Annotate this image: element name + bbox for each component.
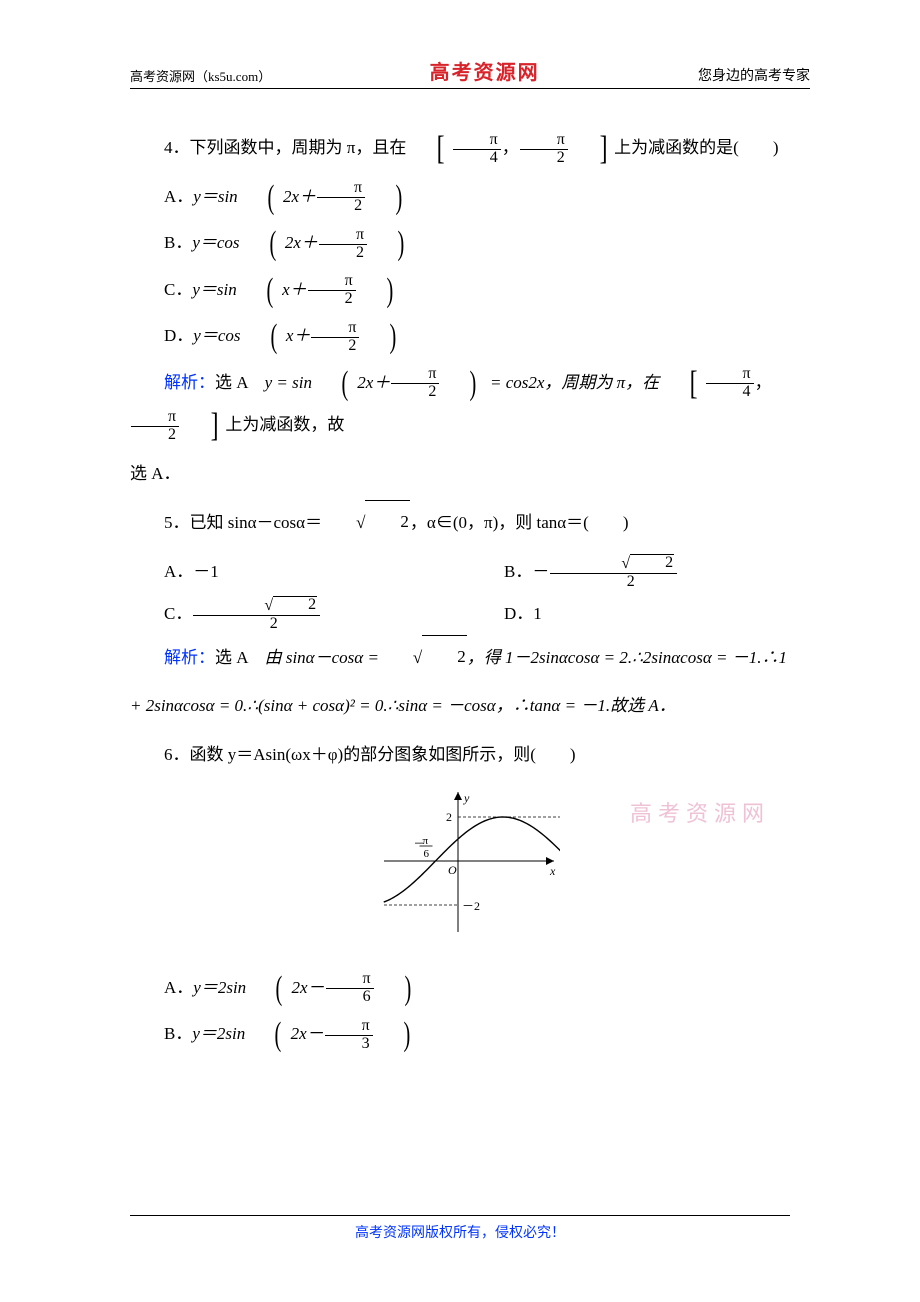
lbracket-icon: [: [413, 137, 445, 161]
rparen-icon: ): [375, 186, 402, 210]
q4-stem-post: 上为减函数的是( ): [614, 138, 778, 157]
q5-optB: B．－√22: [470, 551, 810, 594]
q6-optA: A．y＝2sin(2x－π6): [130, 967, 810, 1010]
q4-stem-pre: 4．下列函数中，周期为 π，且在: [164, 138, 406, 157]
q5-answer-l1: 解析：选 A 由 sinα－cosα =√2，得 1－2sinαcosα = 2…: [130, 636, 810, 680]
q5-optA: A．－1: [130, 551, 470, 594]
svg-text:y: y: [463, 791, 470, 805]
page: 高考资源网（ks5u.com） 高考资源网 您身边的高考专家 4．下列函数中，周…: [0, 0, 920, 1100]
header: 高考资源网（ks5u.com） 高考资源网 您身边的高考专家: [130, 56, 810, 89]
q5-optD: D．1: [470, 593, 810, 636]
header-center: 高考资源网: [430, 56, 540, 85]
q4-stem: 4．下列函数中，周期为 π，且在[π4，π2]上为减函数的是( ): [130, 127, 810, 170]
svg-text:2: 2: [446, 810, 452, 824]
footer: 高考资源网版权所有，侵权必究！: [0, 1215, 920, 1242]
q4-optD: D．y＝cos(x＋π2): [130, 315, 810, 358]
q4-optA: A．y＝sin(2x＋π2): [130, 176, 810, 219]
answer-label: 解析：: [164, 373, 215, 392]
answer-label: 解析：: [164, 648, 215, 667]
content: 4．下列函数中，周期为 π，且在[π4，π2]上为减函数的是( ) A．y＝si…: [130, 127, 810, 1056]
q5-answer-l2: + 2sinαcosα = 0.∴(sinα + cosα)² = 0.∴sin…: [130, 685, 810, 728]
q4-interval-b: π2: [520, 132, 568, 167]
q5-row1: A．－1 B．－√22: [130, 551, 810, 594]
header-left: 高考资源网（ks5u.com）: [130, 66, 271, 85]
sine-graph: yxO2－2π3－π6: [380, 786, 560, 936]
rbracket-icon: ]: [576, 137, 608, 161]
q5-row2: C．√22 D．1: [130, 593, 810, 636]
svg-text:－2: －2: [462, 899, 480, 913]
q4-optB: B．y＝cos(2x＋π2): [130, 222, 810, 265]
watermark: 高考资源网: [630, 786, 770, 841]
header-right: 您身边的高考专家: [698, 65, 810, 85]
q5-optC: C．√22: [130, 593, 470, 636]
q4-optC: C．y＝sin(x＋π2): [130, 269, 810, 312]
svg-text:O: O: [448, 863, 457, 877]
footer-text: 高考资源网版权所有，侵权必究！: [355, 1222, 565, 1242]
q4-answer: 解析：选 A y = sin(2x＋π2) = cos2x，周期为 π，在[π4…: [130, 362, 810, 447]
footer-rule: [130, 1215, 790, 1216]
svg-text:π: π: [423, 835, 429, 847]
q6-stem: 6．函数 y＝Asin(ωx＋φ)的部分图象如图所示，则( ): [130, 734, 810, 777]
sqrt-icon: √2: [322, 501, 410, 545]
q6-figure: 高考资源网 yxO2－2π3－π6: [130, 786, 810, 953]
q4-answer-tail: 选 A．: [130, 453, 810, 496]
svg-text:6: 6: [424, 848, 430, 860]
q6-optB: B．y＝2sin(2x－π3): [130, 1013, 810, 1056]
q5-stem: 5．已知 sinα－cosα＝√2，α∈(0，π)，则 tanα＝( ): [130, 501, 810, 545]
q4-interval-a: π4: [453, 132, 501, 167]
lparen-icon: (: [247, 186, 274, 210]
svg-text:x: x: [549, 864, 556, 878]
